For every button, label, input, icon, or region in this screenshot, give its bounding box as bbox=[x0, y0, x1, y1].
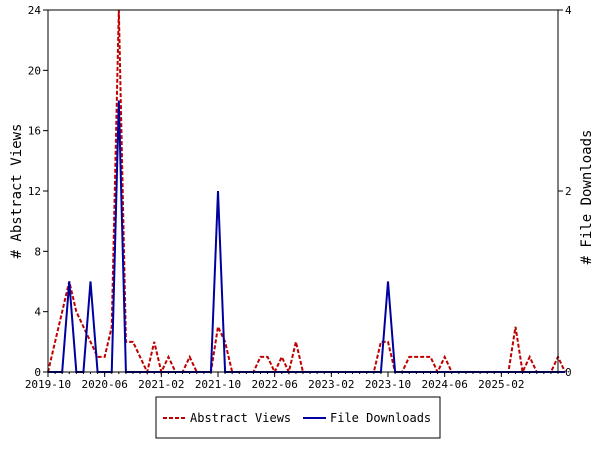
x-tick-label: 2023-02 bbox=[308, 378, 354, 391]
legend-label-file-downloads: File Downloads bbox=[330, 411, 431, 425]
y-right-tick-label: 2 bbox=[565, 185, 572, 198]
y-left-tick-label: 0 bbox=[34, 366, 41, 379]
y-axis-left-title: # Abstract Views bbox=[9, 124, 25, 259]
y-left-tick-label: 16 bbox=[28, 125, 41, 138]
series-line-file-downloads bbox=[48, 100, 566, 373]
x-tick-label: 2021-02 bbox=[138, 378, 184, 391]
y-right-tick-label: 0 bbox=[565, 366, 572, 379]
x-tick-label: 2023-10 bbox=[365, 378, 411, 391]
y-right-tick-label: 4 bbox=[565, 4, 572, 17]
legend: Abstract Views File Downloads bbox=[155, 396, 441, 439]
y-left-tick-label: 12 bbox=[28, 185, 41, 198]
legend-label-abstract-views: Abstract Views bbox=[190, 411, 291, 425]
legend-box bbox=[155, 396, 441, 439]
x-tick-label: 2020-06 bbox=[81, 378, 127, 391]
y-left-tick-label: 20 bbox=[28, 64, 41, 77]
x-tick-label: 2022-06 bbox=[251, 378, 297, 391]
y-left-tick-label: 4 bbox=[34, 306, 41, 319]
series-layer bbox=[47, 9, 566, 376]
x-tick-label: 2019-10 bbox=[25, 378, 71, 391]
x-tick-label: 2025-02 bbox=[478, 378, 524, 391]
x-tick-label: 2021-10 bbox=[195, 378, 241, 391]
series-line-abstract-views bbox=[47, 9, 566, 376]
y-left-tick-label: 24 bbox=[28, 4, 42, 17]
y-left-tick-label: 8 bbox=[34, 245, 41, 258]
x-tick-label: 2024-06 bbox=[421, 378, 467, 391]
y-axis-right-title: # File Downloads bbox=[579, 130, 595, 265]
